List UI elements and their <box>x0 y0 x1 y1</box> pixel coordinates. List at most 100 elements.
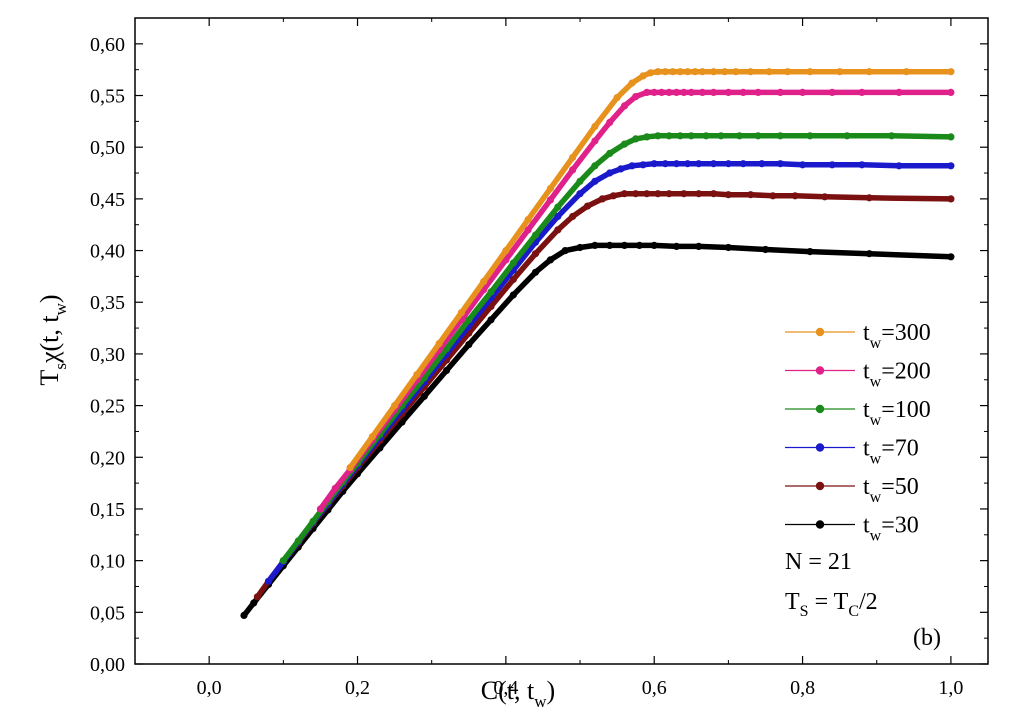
data-point <box>691 68 699 76</box>
legend-item-300: tw=300 <box>785 320 931 352</box>
data-point <box>739 88 747 96</box>
data-point <box>546 196 555 204</box>
data-point <box>509 291 517 299</box>
legend-marker <box>815 366 825 375</box>
data-point <box>442 366 451 375</box>
data-point <box>606 149 614 157</box>
legend-marker <box>815 327 825 337</box>
y-tick-label: 0,45 <box>90 189 125 211</box>
x-axis-title: C(t, tw) <box>481 676 555 711</box>
legend-label: tw=200 <box>863 359 931 391</box>
data-point <box>368 433 376 441</box>
data-point <box>591 241 599 249</box>
series-line <box>317 89 954 512</box>
data-point <box>765 68 773 76</box>
data-point <box>639 72 647 80</box>
data-point <box>710 190 718 198</box>
data-point <box>695 190 703 198</box>
data-point <box>710 160 718 168</box>
data-point <box>828 161 836 169</box>
data-point <box>316 505 324 513</box>
y-tick-label: 0,25 <box>90 396 125 418</box>
data-point <box>724 243 733 252</box>
data-point <box>680 88 688 96</box>
ts-label: TS = TC/2 <box>785 589 878 620</box>
data-point <box>509 275 517 284</box>
data-point <box>710 88 718 96</box>
data-point <box>836 68 844 76</box>
data-point <box>650 160 658 168</box>
y-tick-label: 0,10 <box>90 551 125 573</box>
plot-frame <box>134 17 989 665</box>
data-point <box>654 190 662 198</box>
data-point <box>613 94 621 102</box>
data-point <box>635 241 644 249</box>
data-point <box>531 250 540 258</box>
data-point <box>828 88 836 96</box>
data-point <box>240 611 248 620</box>
data-point <box>617 165 625 173</box>
data-point <box>646 69 655 77</box>
data-point <box>858 88 866 96</box>
data-point <box>754 132 762 140</box>
data-point <box>650 88 658 96</box>
legend-item-200: tw=200 <box>785 359 931 391</box>
data-point <box>687 88 695 96</box>
y-tick-label: 0,30 <box>90 344 125 366</box>
data-point <box>643 190 651 198</box>
data-point <box>799 161 807 169</box>
x-tick-label: 0,0 <box>197 677 222 699</box>
data-point <box>591 162 599 170</box>
data-point <box>628 79 636 87</box>
data-point <box>672 242 681 250</box>
data-point <box>583 202 592 210</box>
data-point <box>895 88 903 96</box>
legend-marker <box>815 443 825 452</box>
y-axis-title: Tsχ(t, tw) <box>35 294 70 385</box>
data-point <box>546 256 555 264</box>
series-200 <box>316 88 955 513</box>
y-tick-label: 0,55 <box>90 86 125 108</box>
data-point <box>732 68 740 76</box>
data-point <box>569 153 577 162</box>
data-point <box>531 231 540 239</box>
data-point <box>684 68 692 76</box>
data-point <box>695 160 703 168</box>
legend-label: tw=50 <box>863 474 919 506</box>
data-point <box>628 162 636 170</box>
data-point <box>632 190 640 198</box>
data-point <box>420 392 428 400</box>
data-point <box>576 243 584 252</box>
n-label: N = 21 <box>785 549 852 575</box>
data-point <box>947 88 955 96</box>
data-point <box>947 162 955 170</box>
data-point <box>947 253 955 261</box>
data-point <box>702 132 710 140</box>
data-point <box>676 132 684 140</box>
data-point <box>620 241 629 249</box>
data-point <box>724 191 733 199</box>
data-point <box>672 88 681 96</box>
data-point <box>680 190 688 198</box>
data-point <box>643 88 651 96</box>
data-point <box>480 278 488 286</box>
y-tick-label: 0,50 <box>90 137 125 159</box>
data-point <box>639 161 647 169</box>
data-point <box>791 192 799 200</box>
y-tick-label: 0,15 <box>90 499 125 521</box>
data-point <box>591 177 599 185</box>
data-point <box>806 68 814 76</box>
data-point <box>524 226 532 234</box>
y-tick-label: 0,40 <box>90 241 125 263</box>
data-point <box>554 226 562 234</box>
data-point <box>769 192 777 200</box>
data-point <box>524 216 532 224</box>
data-point <box>698 68 707 76</box>
data-point <box>576 177 584 185</box>
y-tick-label: 0,35 <box>90 292 125 314</box>
legend-marker <box>815 404 825 414</box>
data-point <box>843 132 851 140</box>
data-point <box>758 160 766 168</box>
data-point <box>654 68 662 76</box>
data-point <box>687 132 695 140</box>
